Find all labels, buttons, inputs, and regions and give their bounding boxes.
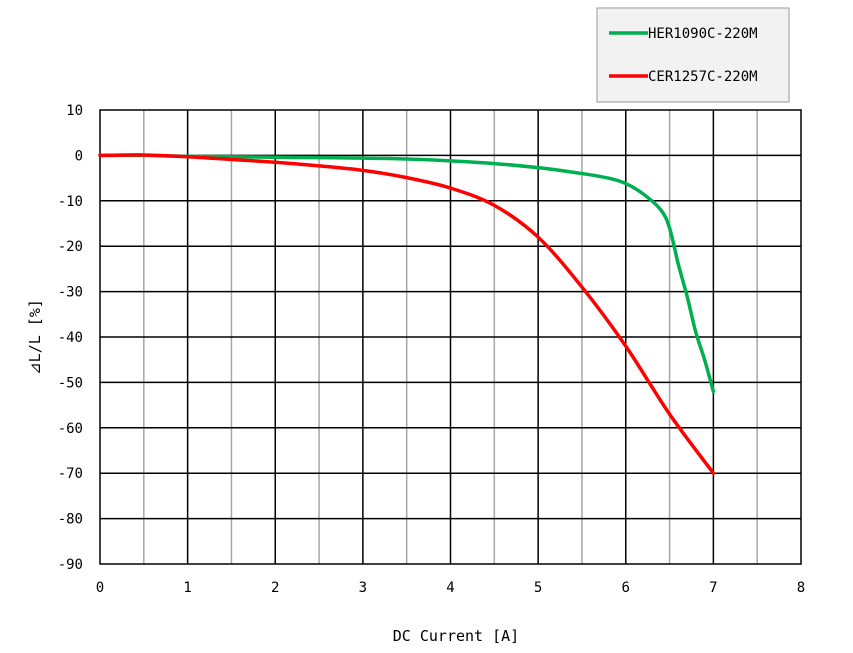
x-tick-label: 1 <box>183 580 191 596</box>
x-tick-label: 4 <box>446 580 454 596</box>
x-axis-tick-labels: 0 1 2 3 4 5 6 7 8 <box>96 580 805 596</box>
y-tick-label: -10 <box>58 194 83 210</box>
x-tick-label: 0 <box>96 580 104 596</box>
x-tick-label: 6 <box>622 580 630 596</box>
y-tick-label: -20 <box>58 239 83 255</box>
series-line-2 <box>98 153 716 475</box>
legend-label: HER1090C-220M <box>648 26 758 42</box>
legend-box <box>596 7 790 103</box>
y-tick-label: -40 <box>58 330 83 346</box>
series-line-1 <box>98 153 716 394</box>
y-tick-label: -90 <box>58 557 83 573</box>
y-tick-label: -30 <box>58 285 83 301</box>
y-tick-label: -70 <box>58 466 83 482</box>
y-axis-tick-labels: 10 0 -10 -20 -30 -40 -50 -60 -70 -80 -90 <box>58 103 83 573</box>
plot-area-border <box>99 109 802 565</box>
y-tick-label: 0 <box>75 148 83 164</box>
y-tick-label: 10 <box>66 103 83 119</box>
x-tick-label: 5 <box>534 580 542 596</box>
x-tick-label: 2 <box>271 580 279 596</box>
major-gridlines <box>100 110 801 564</box>
y-axis-label: ⊿L/L [%] <box>26 299 44 375</box>
x-tick-label: 7 <box>709 580 717 596</box>
x-axis-label: DC Current [A] <box>393 627 519 645</box>
y-tick-label: -60 <box>58 421 83 437</box>
y-tick-label: -50 <box>58 375 83 391</box>
x-tick-label: 3 <box>359 580 367 596</box>
x-tick-label: 8 <box>797 580 805 596</box>
series-layer <box>98 153 716 475</box>
legend-label: CER1257C-220M <box>648 69 758 85</box>
legend: HER1090C-220M CER1257C-220M <box>596 7 790 103</box>
y-tick-label: -80 <box>58 512 83 528</box>
